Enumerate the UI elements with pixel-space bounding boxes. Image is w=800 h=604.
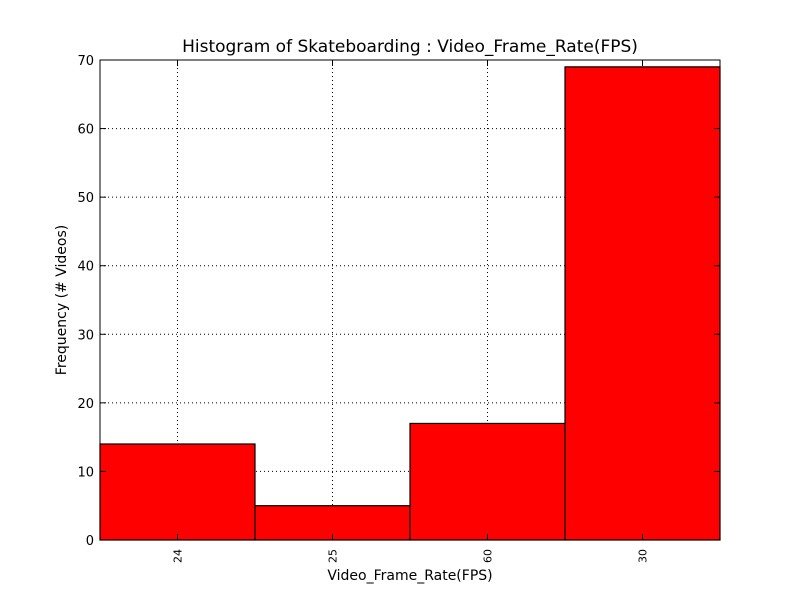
y-tick-label: 60 bbox=[77, 123, 94, 138]
bar-60 bbox=[409, 422, 566, 541]
x-tick-label: 30 bbox=[637, 549, 650, 563]
x-axis-label: Video_Frame_Rate(FPS) bbox=[327, 568, 492, 584]
y-tick-label: 10 bbox=[77, 465, 94, 480]
y-tick-label: 40 bbox=[77, 260, 94, 275]
x-tick-label: 25 bbox=[327, 549, 340, 563]
x-tick-label: 24 bbox=[172, 549, 185, 563]
bar-30 bbox=[564, 66, 721, 541]
y-axis-label: Frequency (# Videos) bbox=[54, 225, 70, 375]
y-tick-label: 20 bbox=[77, 397, 94, 412]
plot-frame bbox=[99, 59, 721, 541]
bar-24 bbox=[99, 443, 256, 541]
y-tick-label: 0 bbox=[86, 534, 94, 549]
bars-layer bbox=[99, 66, 721, 541]
y-tick-label: 30 bbox=[77, 328, 94, 343]
y-tick-label: 70 bbox=[77, 54, 94, 69]
chart-title: Histogram of Skateboarding : Video_Frame… bbox=[182, 37, 638, 57]
x-tick-label: 60 bbox=[482, 549, 495, 563]
y-tick-label: 50 bbox=[77, 191, 94, 206]
ticks-layer: 0 10 20 30 40 50 60 70 24 25 60 30 bbox=[77, 54, 720, 563]
